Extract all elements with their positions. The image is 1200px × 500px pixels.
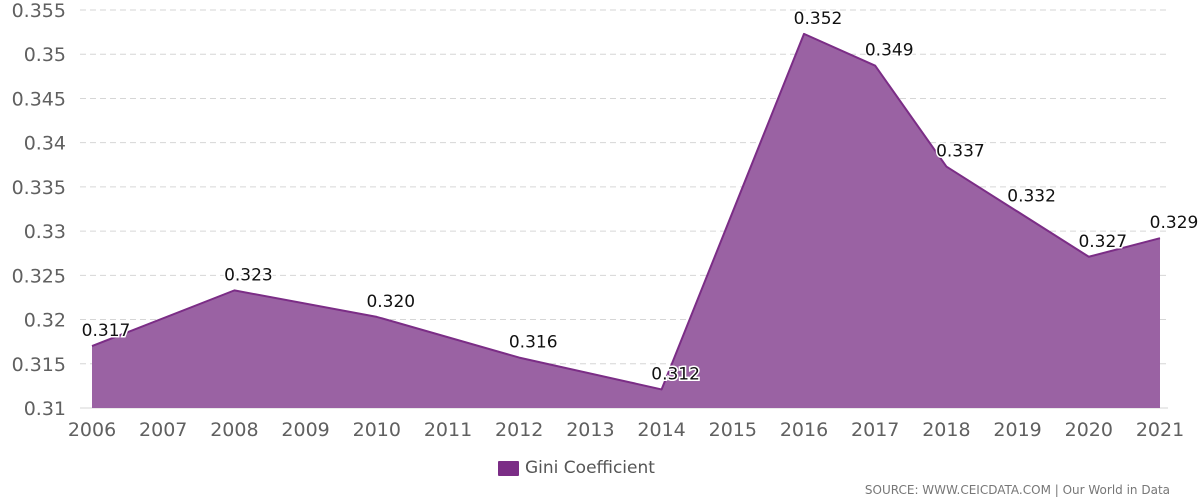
x-tick-label: 2015	[709, 419, 757, 441]
data-label: 0.320	[366, 292, 415, 312]
data-labels: 0.317 0.323 0.320 0.316 0.312 0.352 0.349 0.337…	[80, 7, 1200, 386]
y-tick-label: 0.35	[24, 44, 66, 66]
x-tick-label: 2020	[1065, 419, 1113, 441]
series-line	[91, 32, 1161, 391]
y-tick-label: 0.33	[24, 221, 66, 243]
y-tick-label: 0.31	[24, 398, 66, 420]
data-label: 0.327	[1078, 232, 1127, 252]
y-tick-label: 0.325	[12, 265, 66, 287]
data-label: 0.337	[936, 142, 985, 162]
y-tick-label: 0.345	[12, 88, 66, 110]
data-label: 0.349	[865, 41, 914, 61]
x-tick-label: 2011	[424, 419, 472, 441]
y-tick-label: 0.335	[12, 177, 66, 199]
data-label: 0.323	[224, 265, 273, 285]
y-tick-label: 0.355	[12, 0, 66, 22]
legend-label: Gini Coefficient	[525, 458, 655, 478]
x-tick-label: 2017	[851, 419, 899, 441]
data-label: 0.316	[509, 333, 558, 353]
y-tick-label: 0.315	[12, 354, 66, 376]
x-tick-label: 2016	[780, 419, 828, 441]
x-tick-label: 2009	[281, 419, 329, 441]
x-tick-label: 2008	[210, 419, 258, 441]
x-axis: 2006 2007 2008 2009 2010 2011 2012 2013 2014 2015…	[68, 419, 1184, 441]
x-tick-label: 2021	[1136, 419, 1184, 441]
x-tick-label: 2007	[139, 419, 187, 441]
x-tick-label: 2019	[993, 419, 1041, 441]
x-tick-label: 2012	[495, 419, 543, 441]
x-tick-label: 2018	[922, 419, 970, 441]
data-label: 0.312	[651, 364, 700, 384]
x-tick-label: 2013	[566, 419, 614, 441]
x-tick-label: 2010	[353, 419, 401, 441]
x-tick-label: 2014	[637, 419, 685, 441]
data-label: 0.332	[1007, 187, 1056, 207]
data-label: 0.329	[1150, 213, 1199, 233]
y-axis: 0.31 0.315 0.32 0.325 0.33 0.335 0.34 0.345 0.35…	[12, 0, 66, 420]
y-tick-label: 0.34	[24, 133, 66, 155]
legend[interactable]: Gini Coefficient	[498, 458, 655, 478]
x-tick-label: 2006	[68, 419, 116, 441]
legend-swatch	[498, 460, 519, 476]
source-note: SOURCE: WWW.CEICDATA.COM | Our World in …	[864, 483, 1170, 497]
series-area	[92, 33, 1160, 408]
data-label: 0.352	[794, 9, 843, 29]
y-tick-label: 0.32	[24, 310, 66, 332]
data-label: 0.317	[82, 321, 131, 341]
area-layer	[91, 32, 1161, 408]
